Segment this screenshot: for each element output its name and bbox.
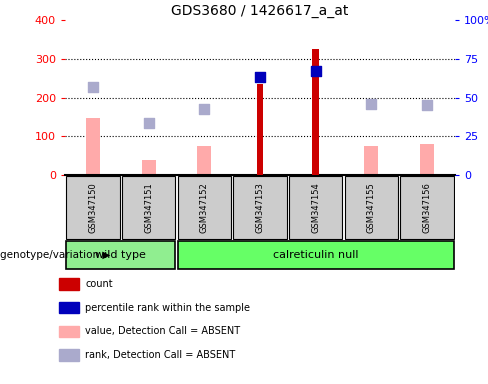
Text: GSM347155: GSM347155: [367, 182, 376, 233]
Text: genotype/variation ▶: genotype/variation ▶: [0, 250, 110, 260]
Bar: [59, 278, 79, 290]
Text: GSM347154: GSM347154: [311, 182, 320, 233]
Bar: [59, 302, 79, 313]
Bar: [365, 146, 378, 175]
Bar: [178, 241, 454, 269]
Text: GSM347156: GSM347156: [423, 182, 432, 233]
Bar: [66, 176, 120, 239]
Bar: [142, 160, 156, 175]
Text: GSM347151: GSM347151: [144, 182, 153, 233]
Bar: [66, 241, 175, 269]
Text: count: count: [85, 279, 113, 289]
Text: GSM347153: GSM347153: [256, 182, 264, 233]
Point: [201, 106, 208, 112]
Text: GSM347150: GSM347150: [88, 182, 98, 233]
Bar: [401, 176, 454, 239]
Text: wild type: wild type: [95, 250, 146, 260]
Point: [89, 84, 97, 90]
Bar: [59, 326, 79, 337]
Text: calreticulin null: calreticulin null: [273, 250, 359, 260]
Text: value, Detection Call = ABSENT: value, Detection Call = ABSENT: [85, 326, 241, 336]
Title: GDS3680 / 1426617_a_at: GDS3680 / 1426617_a_at: [171, 3, 349, 18]
Bar: [59, 349, 79, 361]
Point: [256, 74, 264, 80]
Bar: [257, 84, 264, 175]
Bar: [122, 176, 175, 239]
Text: GSM347152: GSM347152: [200, 182, 209, 233]
Bar: [420, 144, 434, 175]
Text: rank, Detection Call = ABSENT: rank, Detection Call = ABSENT: [85, 350, 236, 360]
Bar: [289, 176, 343, 239]
Bar: [86, 118, 100, 175]
Point: [144, 119, 152, 126]
Bar: [197, 146, 211, 175]
Text: percentile rank within the sample: percentile rank within the sample: [85, 303, 250, 313]
Point: [312, 68, 320, 74]
Bar: [178, 176, 231, 239]
Bar: [233, 176, 286, 239]
Point: [367, 101, 375, 107]
Bar: [312, 49, 319, 175]
Bar: [345, 176, 398, 239]
Point: [423, 102, 431, 108]
